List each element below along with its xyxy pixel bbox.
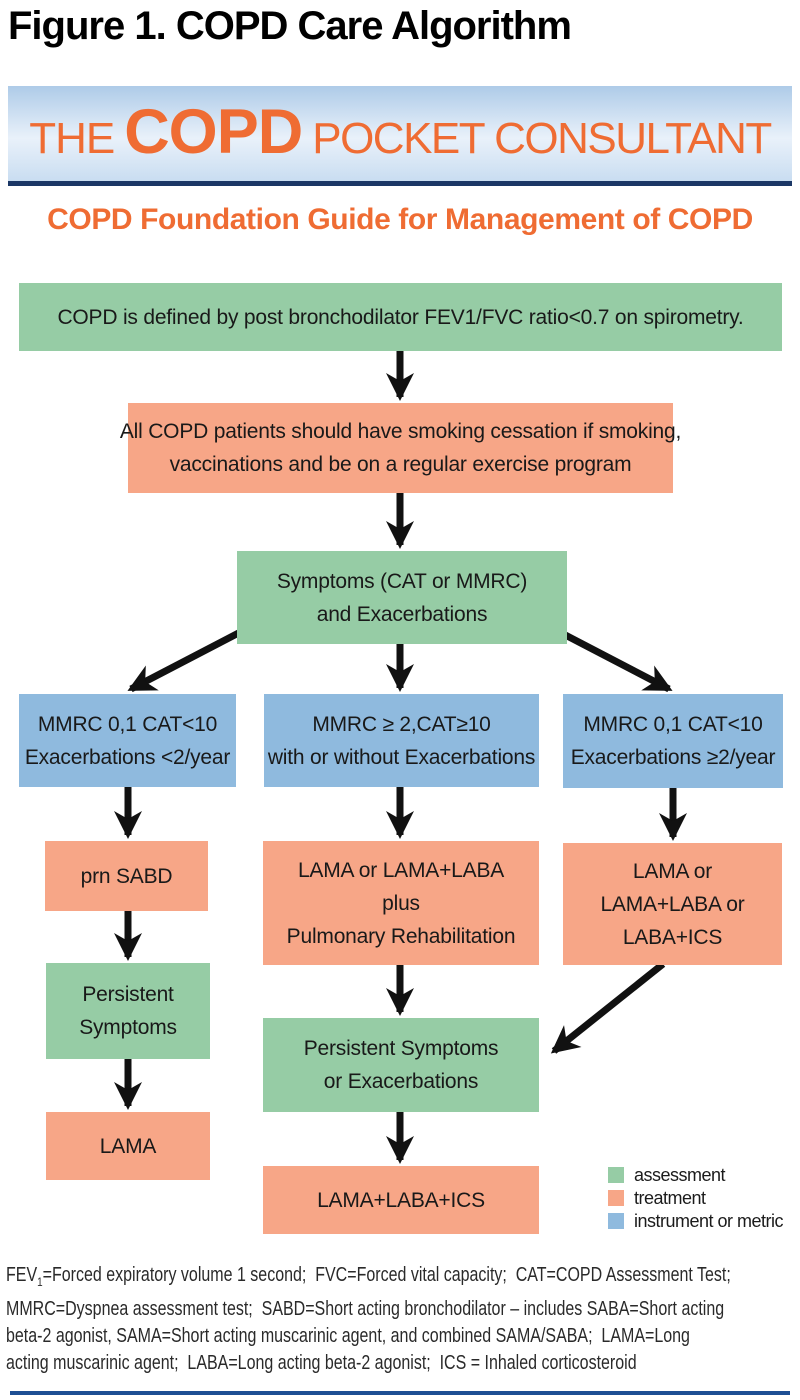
box-text-line: LAMA+LABA+ICS — [317, 1188, 485, 1212]
bottom-rule — [10, 1391, 790, 1395]
box-text-line: Pulmonary Rehabilitation — [286, 924, 516, 948]
footnote-fev: FEV — [6, 1264, 38, 1286]
box-text-line: Symptoms — [79, 1016, 177, 1039]
legend-label: instrument or metric — [634, 1210, 784, 1231]
box-text-line: plus — [382, 891, 420, 915]
box-text-line: MMRC 0,1 CAT<10 — [583, 713, 763, 736]
legend-item-assessment: assessment — [608, 1164, 783, 1185]
box-treatment-right: LAMA or LAMA+LABA or LABA+ICS — [563, 843, 782, 965]
footnote-line-3: beta-2 agonist, SAMA=Short acting muscar… — [6, 1325, 690, 1347]
box-metric-center: MMRC ≥ 2,CAT≥10 with or without Exacerba… — [264, 694, 539, 787]
arrow-symptoms-to-right-metric — [546, 622, 673, 693]
box-text-line: Persistent Symptoms — [303, 1037, 499, 1060]
legend-label: assessment — [634, 1164, 726, 1185]
box-copd-definition: COPD is defined by post bronchodilator F… — [19, 283, 782, 351]
legend-item-instrument: instrument or metric — [608, 1210, 784, 1231]
box-text-line: LAMA+LABA or — [600, 892, 745, 916]
brand-banner-text: THE COPD POCKET CONSULTANT — [8, 86, 792, 195]
box-text-line: Symptoms (CAT or MMRC) — [276, 569, 528, 593]
box-text-line: vaccinations and be on a regular exercis… — [169, 453, 632, 476]
footnote-fev-subscript: 1 — [37, 1275, 43, 1289]
box-smoking-cessation: All COPD patients should have smoking ce… — [120, 403, 681, 493]
footnote-line-4: acting muscarinic agent; LABA=Long actin… — [6, 1352, 637, 1374]
footnote-line-1: FEV1=Forced expiratory volume 1 second; … — [6, 1262, 731, 1296]
box-triple-therapy: LAMA+LABA+ICS — [263, 1166, 539, 1234]
box-prn-sabd: prn SABD — [45, 841, 208, 911]
box-text-line: LABA+ICS — [622, 925, 723, 949]
box-text-line: LAMA — [99, 1134, 157, 1158]
legend-label: treatment — [634, 1187, 706, 1208]
legend: assessment treatment instrument or metri… — [608, 1164, 784, 1231]
box-text-line: MMRC ≥ 2,CAT≥10 — [312, 712, 491, 736]
box-text-line: LAMA or — [632, 859, 713, 883]
legend-item-treatment: treatment — [608, 1187, 783, 1208]
banner-word-pocket-consultant: POCKET CONSULTANT — [312, 114, 772, 163]
brand-banner: THE COPD POCKET CONSULTANT — [8, 86, 792, 186]
treatment-swatch-icon — [608, 1190, 624, 1206]
figure-title: Figure 1. COPD Care Algorithm — [8, 4, 572, 48]
box-text-line: COPD is defined by post bronchodilator F… — [57, 305, 744, 329]
box-text-line: and Exacerbations — [316, 602, 488, 626]
box-symptoms-exacerbations: Symptoms (CAT or MMRC) and Exacerbations — [237, 551, 567, 644]
box-treatment-center: LAMA or LAMA+LABA plus Pulmonary Rehabil… — [263, 841, 539, 965]
banner-word-copd: COPD — [124, 97, 303, 167]
box-text-line: Exacerbations ≥2/year — [570, 746, 776, 769]
box-text-line: with or without Exacerbations — [267, 745, 536, 769]
box-metric-left: MMRC 0,1 CAT<10 Exacerbations <2/year — [19, 694, 236, 787]
box-lama: LAMA — [46, 1112, 210, 1180]
box-metric-right: MMRC 0,1 CAT<10 Exacerbations ≥2/year — [563, 694, 783, 788]
box-text-line: Exacerbations <2/year — [24, 745, 231, 769]
box-text-line: prn SABD — [80, 864, 173, 888]
box-persistent-center: Persistent Symptoms or Exacerbations — [263, 1018, 539, 1112]
banner-word-the: THE — [29, 114, 115, 163]
assessment-swatch-icon — [608, 1167, 624, 1183]
abbreviation-footnote: FEV1=Forced expiratory volume 1 second; … — [6, 1262, 800, 1377]
arrow-symptoms-to-left-metric — [127, 622, 254, 693]
box-text-line: MMRC 0,1 CAT<10 — [37, 712, 218, 736]
box-persistent-left: Persistent Symptoms — [46, 963, 210, 1059]
banner-subtitle: COPD Foundation Guide for Management of … — [47, 203, 753, 236]
footnote-line-1-text: =Forced expiratory volume 1 second; FVC=… — [42, 1264, 731, 1286]
box-text-line: LAMA or LAMA+LABA — [297, 858, 505, 882]
instrument-swatch-icon — [608, 1213, 624, 1229]
box-text-line: or Exacerbations — [323, 1070, 479, 1093]
box-text-line: Persistent — [82, 983, 174, 1006]
footnote-line-2: MMRC=Dyspnea assessment test; SABD=Short… — [6, 1298, 725, 1320]
box-text-line: All COPD patients should have smoking ce… — [119, 420, 682, 443]
arrow-right-treatment-to-persistent — [550, 961, 666, 1054]
